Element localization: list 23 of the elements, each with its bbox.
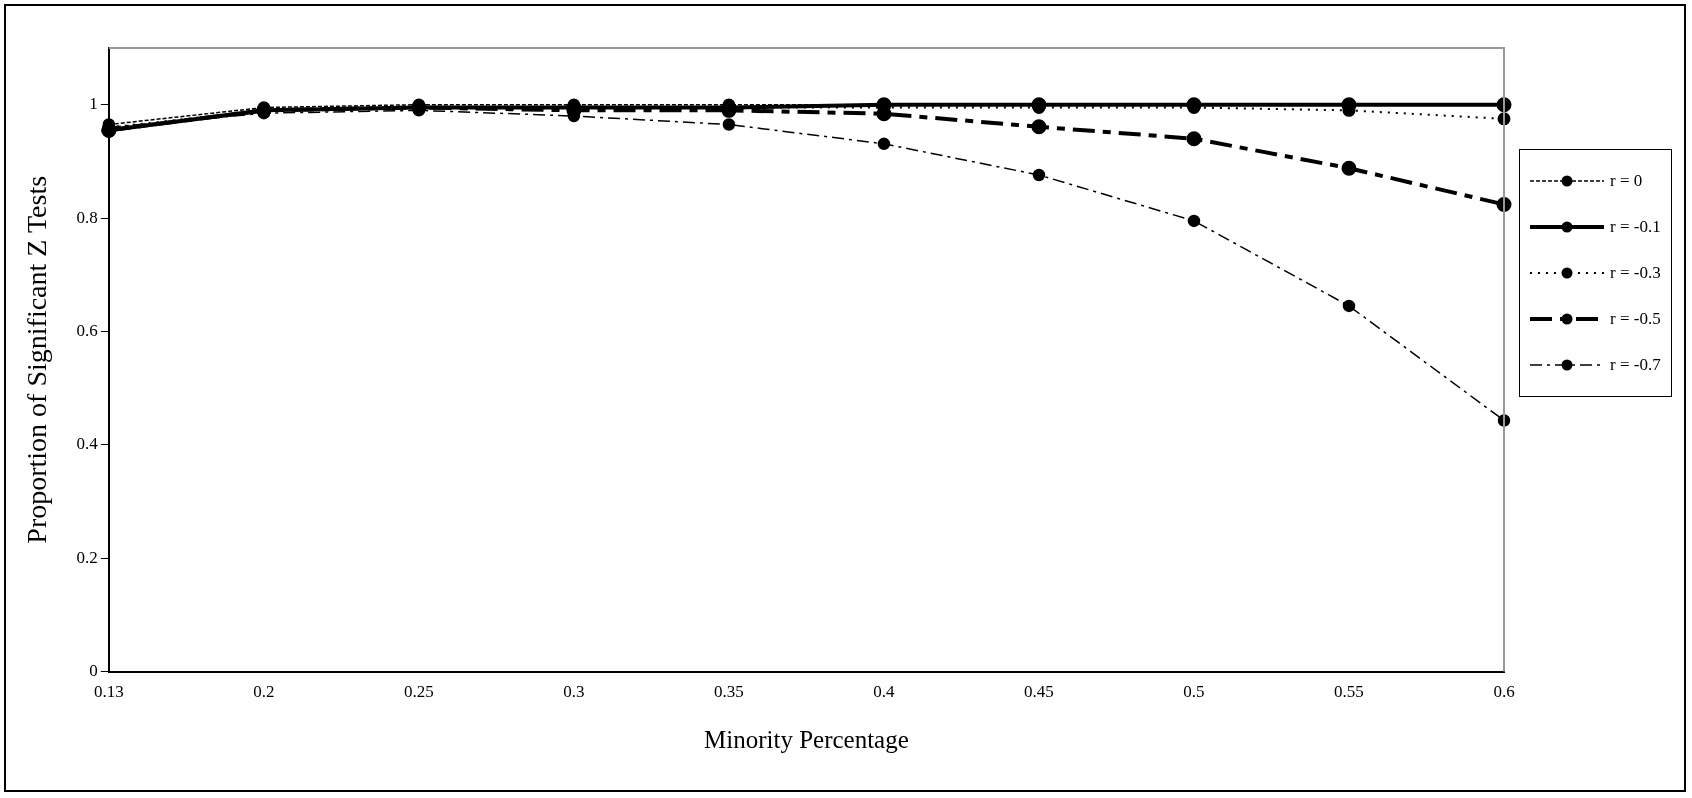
y-tick-label: 0.2 (76, 547, 98, 567)
x-tick-label: 0.2 (253, 682, 275, 702)
x-tick-label: 0.55 (1334, 682, 1364, 702)
y-axis-title: Proportion of Significant Z Tests (21, 175, 53, 544)
x-tick-label: 0.13 (93, 682, 124, 702)
x-tick-label: 0.3 (563, 682, 585, 702)
x-tick-label: 0.45 (1024, 682, 1054, 702)
legend-label: r = -0.3 (1610, 263, 1661, 283)
x-tick-label: 0.6 (1493, 682, 1515, 702)
x-axis-title: Minority Percentage (704, 725, 909, 753)
legend-label: r = -0.5 (1610, 309, 1661, 329)
x-tick-label: 0.25 (404, 682, 434, 702)
y-tick-label: 0.8 (76, 207, 98, 227)
x-tick-label: 0.5 (1183, 682, 1205, 702)
y-tick-label: 1 (89, 94, 98, 114)
y-tick-label: 0.6 (76, 320, 98, 340)
x-tick-label: 0.4 (873, 682, 896, 702)
y-tick-label: 0.4 (76, 434, 99, 454)
legend-label: r = -0.1 (1610, 217, 1661, 237)
x-tick-label: 0.35 (714, 682, 744, 702)
y-tick-label: 0 (89, 661, 98, 681)
legend-label: r = 0 (1610, 171, 1643, 191)
legend-label: r = -0.7 (1610, 355, 1661, 375)
